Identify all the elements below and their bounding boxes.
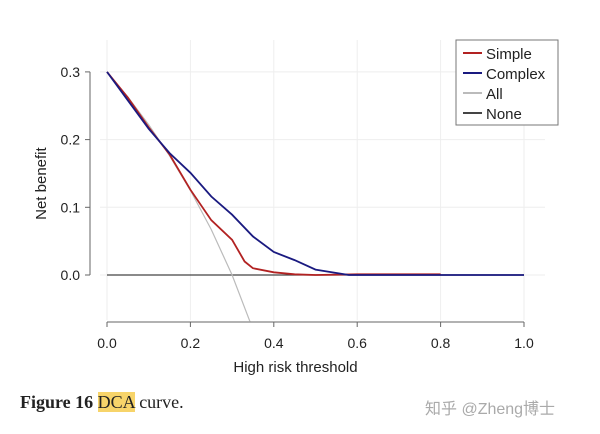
caption-label: Figure 16 — [20, 392, 94, 412]
x-tick-label: 0.6 — [347, 335, 367, 351]
y-tick-label: 0.1 — [61, 199, 81, 215]
y-tick-label: 0.0 — [61, 267, 81, 283]
legend-label-all: All — [486, 86, 503, 103]
caption-highlight: DCA — [97, 392, 135, 412]
x-tick-label: 1.0 — [514, 335, 534, 351]
x-axis-label: High risk threshold — [233, 359, 357, 376]
y-axis-label: Net benefit — [33, 146, 50, 219]
legend-label-complex: Complex — [486, 66, 546, 83]
caption-text: curve. — [139, 392, 184, 412]
watermark: 知乎 @Zheng博士 — [425, 401, 556, 418]
legend-label-simple: Simple — [486, 46, 532, 63]
y-tick-label: 0.2 — [61, 132, 81, 148]
x-tick-label: 0.4 — [264, 335, 284, 351]
figure-caption: Figure 16 DCA curve. — [20, 392, 184, 413]
x-tick-label: 0.0 — [97, 335, 117, 351]
x-tick-label: 0.8 — [431, 335, 451, 351]
series-line-complex — [106, 71, 524, 276]
legend-label-none: None — [486, 106, 522, 123]
x-tick-label: 0.2 — [181, 335, 201, 351]
legend-box — [455, 39, 559, 126]
y-tick-label: 0.3 — [61, 64, 81, 80]
series-line-all — [106, 71, 251, 322]
